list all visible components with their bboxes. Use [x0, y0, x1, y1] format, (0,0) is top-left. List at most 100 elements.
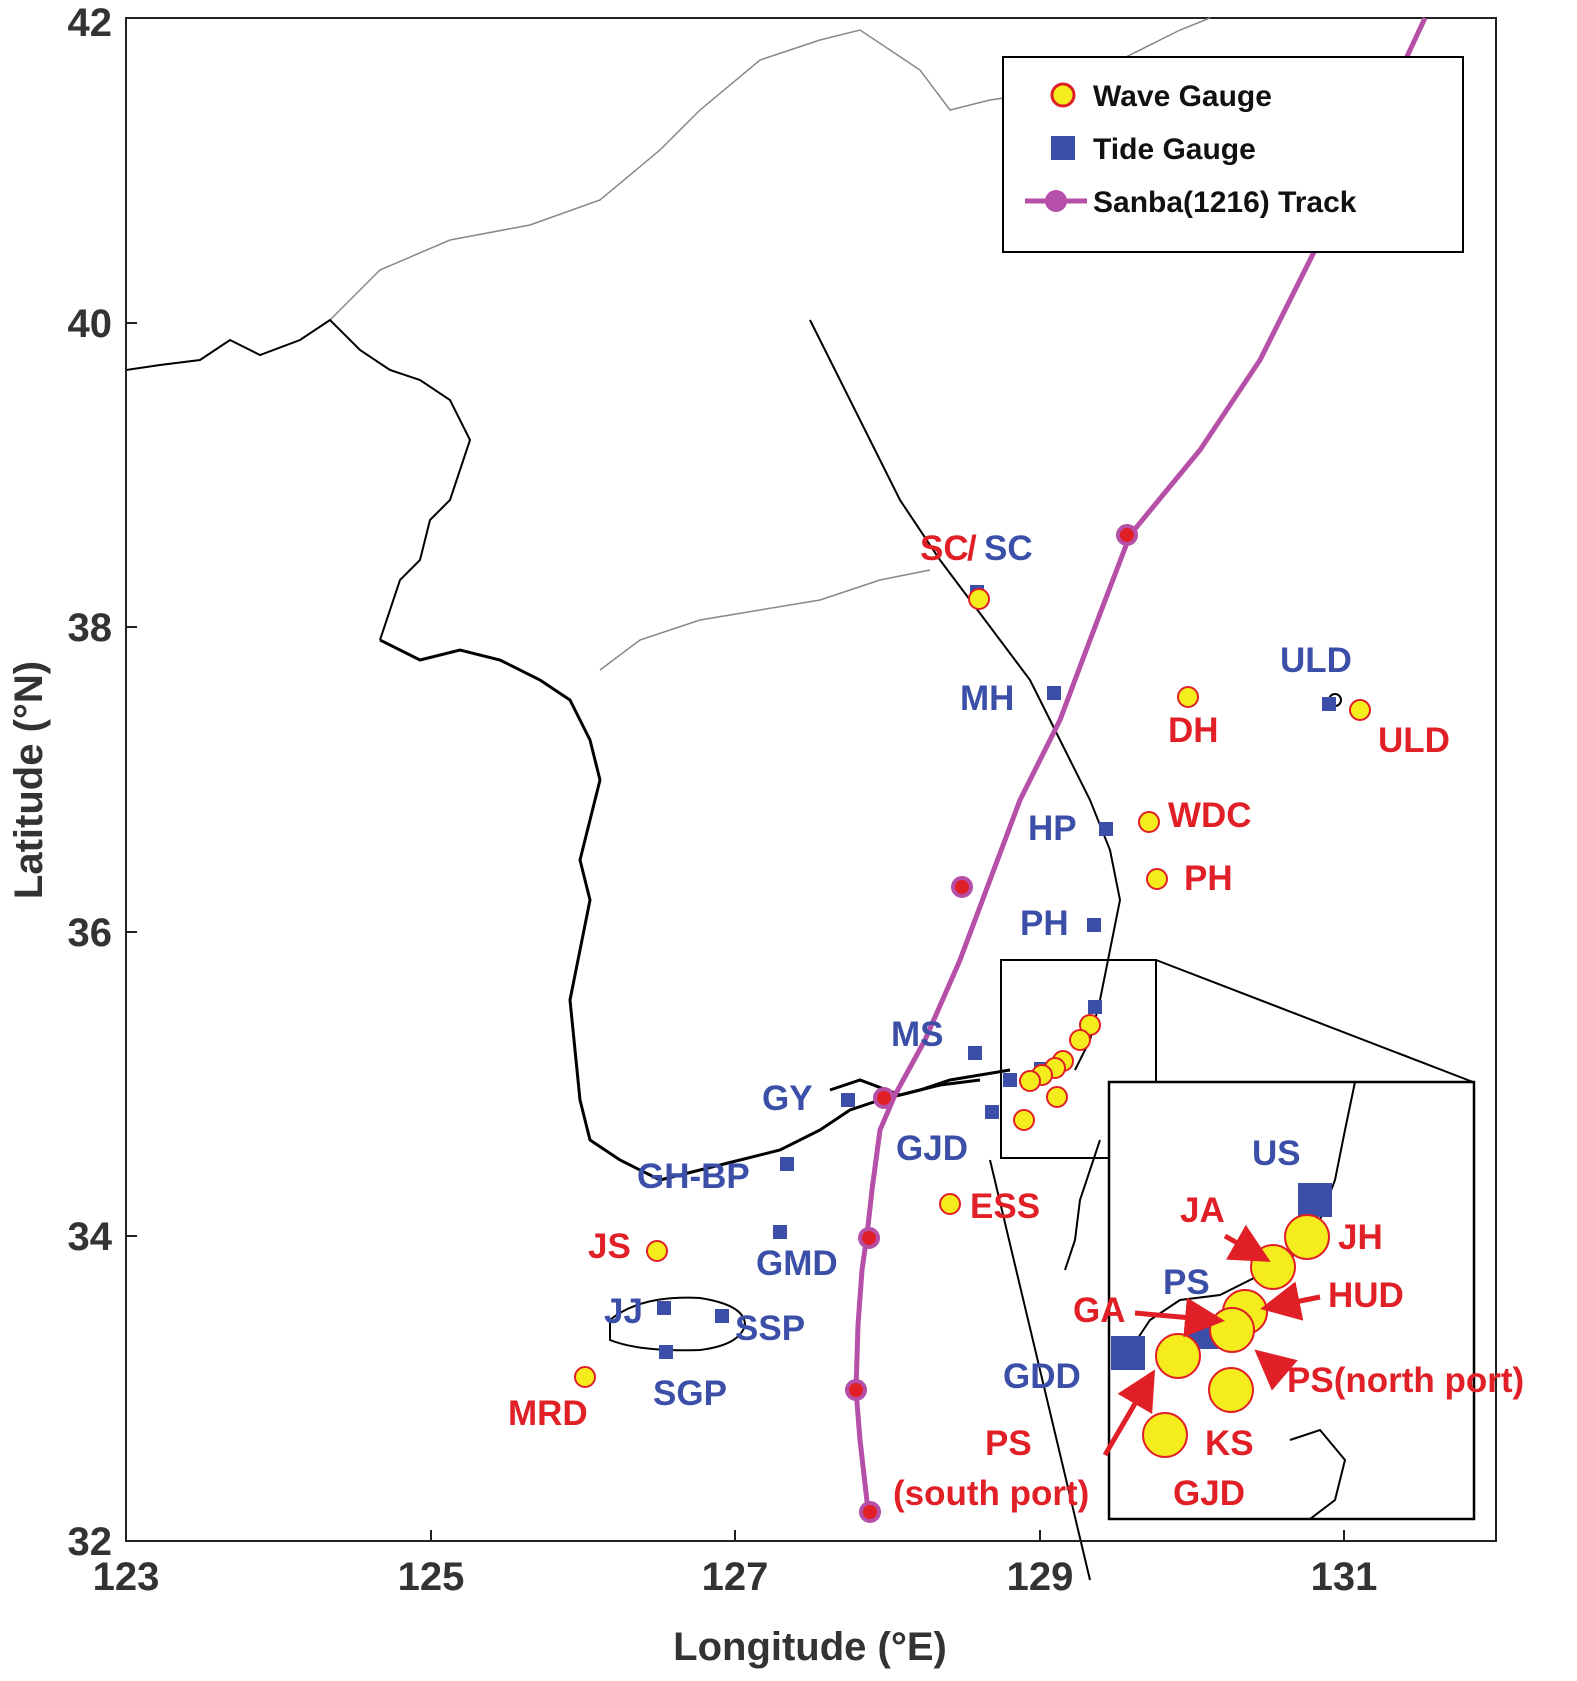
y-axis-title: Latitude (°N)	[7, 661, 51, 899]
legend-label: Wave Gauge	[1093, 80, 1272, 113]
inset-labels: US PS GDD JA JH GA HUD PS(north port) KS…	[893, 1134, 1524, 1513]
tide-gauge-icon	[1051, 136, 1075, 160]
track-icon	[1045, 190, 1067, 212]
wave-gauge	[1209, 1307, 1255, 1353]
wave-gauges	[574, 588, 1371, 1388]
tide-label: SC	[984, 529, 1033, 568]
x-tick-label: 129	[1007, 1555, 1074, 1599]
tide-label: PH	[1020, 904, 1069, 943]
inset-wave-label: PS	[985, 1424, 1032, 1463]
inset-wave-label: (south port)	[893, 1474, 1089, 1513]
inset-wave-label: GJD	[1173, 1474, 1245, 1513]
wave-gauge	[1177, 686, 1199, 708]
y-axis: 42 40 38 36 34 32 Latitude (°N)	[7, 1, 137, 1564]
x-tick-label: 131	[1311, 1555, 1378, 1599]
x-axis-title: Longitude (°E)	[673, 1625, 947, 1669]
track-point	[873, 1087, 895, 1109]
tide-label: GH-BP	[637, 1157, 750, 1196]
inset-tide-label: PS	[1163, 1263, 1210, 1302]
x-tick-label: 125	[398, 1555, 465, 1599]
wave-label: JS	[588, 1227, 631, 1266]
track-point	[1116, 524, 1138, 546]
tide-label: SGP	[653, 1374, 727, 1413]
wave-gauge	[1046, 1086, 1068, 1108]
south-coast	[829, 1078, 981, 1097]
wave-label: ESS	[970, 1187, 1040, 1226]
tide-label: GMD	[756, 1244, 838, 1283]
x-tick-label: 127	[702, 1555, 769, 1599]
inset-arrow	[1102, 1369, 1156, 1457]
zoom-indicator	[989, 959, 1474, 1581]
inset-island	[1289, 1428, 1347, 1520]
wave-gauge	[1208, 1367, 1254, 1413]
tide-gauge	[715, 1309, 729, 1323]
inset-wave-label: KS	[1205, 1424, 1254, 1463]
legend-label: Sanba(1216) Track	[1093, 186, 1357, 219]
inset-arrow	[1134, 1297, 1225, 1338]
tide-gauge	[1003, 1073, 1017, 1087]
dmz-line	[599, 569, 931, 671]
wave-gauge	[574, 1366, 596, 1388]
wave-label: WDC	[1168, 796, 1252, 835]
wave-gauge	[1013, 1109, 1035, 1131]
x-tick-label: 123	[93, 1555, 160, 1599]
zoom-connector	[989, 1159, 1091, 1581]
y-tick-label: 38	[68, 606, 113, 650]
tide-gauge	[1047, 686, 1061, 700]
jeju-island	[609, 1296, 747, 1352]
wave-gauge	[1155, 1333, 1201, 1379]
inset-tide-label: GDD	[1003, 1357, 1081, 1396]
wave-gauge	[1349, 699, 1371, 721]
wave-gauge-icon	[1050, 82, 1076, 108]
tide-label: SSP	[735, 1309, 805, 1348]
wave-label: SC	[920, 529, 969, 568]
legend-label: Tide Gauge	[1093, 133, 1256, 166]
west-coast-central	[379, 638, 1011, 1182]
x-axis: 123 125 127 129 131 Longitude (°E)	[93, 1530, 1496, 1669]
inset-arrow	[1254, 1349, 1298, 1391]
zoom-connector	[1155, 959, 1474, 1083]
track-point	[858, 1227, 880, 1249]
tide-gauge	[1111, 1336, 1145, 1370]
inset-map	[1102, 1080, 1476, 1521]
inset-wave-label: HUD	[1328, 1276, 1404, 1315]
inset-wave-label: JA	[1180, 1191, 1225, 1230]
inset-wave-label: GA	[1073, 1291, 1126, 1330]
track-point	[845, 1379, 867, 1401]
tide-gauge	[1298, 1183, 1332, 1217]
zoom-box	[1000, 959, 1157, 1159]
typhoon-track	[845, 16, 1428, 1523]
west-coast-north	[125, 318, 472, 641]
y-tick-label: 40	[68, 302, 113, 346]
tide-gauge	[780, 1157, 794, 1171]
wave-gauge	[1142, 1412, 1188, 1458]
y-tick-label: 34	[68, 1215, 113, 1259]
legend: Wave Gauge Tide Gauge Sanba(1216) Track	[1002, 56, 1464, 253]
tide-gauge	[1322, 697, 1336, 711]
track-line	[853, 16, 1428, 1511]
legend-box	[1002, 56, 1464, 253]
tide-gauge	[657, 1301, 671, 1315]
tide-label: GJD	[896, 1129, 968, 1168]
wave-label: ULD	[1378, 721, 1450, 760]
tide-gauge	[1099, 822, 1113, 836]
tide-gauge	[773, 1225, 787, 1239]
wave-gauge	[646, 1240, 668, 1262]
tide-gauge	[1087, 918, 1101, 932]
wave-gauge	[1284, 1214, 1330, 1260]
tsushima-island	[1064, 1139, 1101, 1271]
track-point	[859, 1501, 881, 1523]
y-tick-label: 42	[68, 1, 113, 45]
inset-tide-label: US	[1252, 1134, 1301, 1173]
tide-label: HP	[1028, 809, 1077, 848]
tide-gauge	[968, 1046, 982, 1060]
inset-wave-label: PS(north port)	[1287, 1361, 1524, 1400]
wave-label: DH	[1168, 711, 1219, 750]
wave-gauge	[968, 588, 990, 610]
tide-label: MS	[891, 1015, 944, 1054]
tide-label: ULD	[1280, 641, 1352, 680]
y-tick-label: 32	[68, 1520, 113, 1564]
wave-gauge	[1079, 1014, 1101, 1036]
tide-label: GY	[762, 1079, 813, 1118]
